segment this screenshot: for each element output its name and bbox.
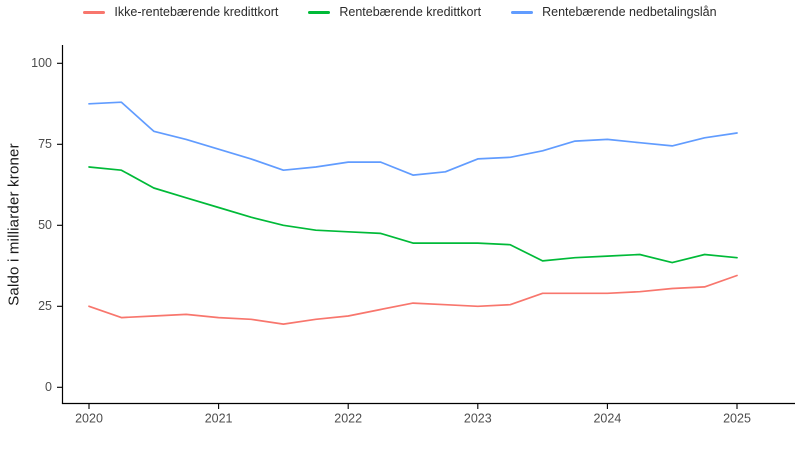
legend-swatch-rentebaerende-kredittkort <box>308 11 330 14</box>
legend: Ikke-rentebærende kredittkort Rentebæren… <box>0 2 800 22</box>
y-tick-label: 0 <box>45 380 52 394</box>
y-tick-label: 50 <box>38 218 52 232</box>
x-tick-label: 2025 <box>723 412 751 426</box>
x-tick-label: 2022 <box>334 412 362 426</box>
legend-swatch-rentebaerende-nedbetalingslaan <box>511 11 533 14</box>
series-line-2 <box>89 102 737 175</box>
legend-label: Rentebærende nedbetalingslån <box>542 5 716 19</box>
legend-item-rentebaerende-kredittkort: Rentebærende kredittkort <box>308 5 481 19</box>
x-tick-label: 2024 <box>593 412 621 426</box>
y-tick-label: 75 <box>38 137 52 151</box>
legend-label: Rentebærende kredittkort <box>339 5 481 19</box>
line-chart: Ikke-rentebærende kredittkort Rentebæren… <box>0 0 800 450</box>
plot-area: 0 25 50 75 100 2020 2021 2022 2023 2024 2025 <box>0 0 800 450</box>
series-line-1 <box>89 167 737 263</box>
x-tick-label: 2021 <box>205 412 233 426</box>
x-tick-label: 2020 <box>75 412 103 426</box>
x-tick-label: 2023 <box>464 412 492 426</box>
y-axis-title: Saldo i milliarder kroner <box>6 115 23 335</box>
legend-label: Ikke-rentebærende kredittkort <box>114 5 278 19</box>
y-tick-label: 25 <box>38 299 52 313</box>
y-tick-label: 100 <box>31 56 52 70</box>
series-line-0 <box>89 276 737 325</box>
legend-item-ikke-rentebaerende: Ikke-rentebærende kredittkort <box>83 5 278 19</box>
legend-item-rentebaerende-nedbetalingslaan: Rentebærende nedbetalingslån <box>511 5 716 19</box>
legend-swatch-ikke-rentebaerende <box>83 11 105 14</box>
